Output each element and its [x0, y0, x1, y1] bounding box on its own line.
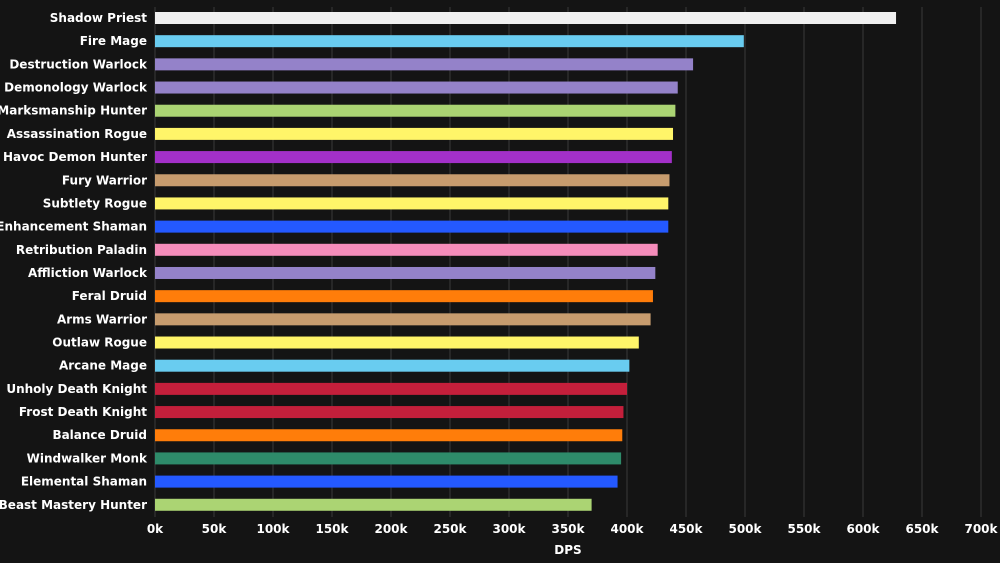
category-label: Fire Mage [80, 34, 147, 48]
x-tick-label: 350k [551, 522, 585, 536]
x-tick-labels: 0k 50k 100k 150k 200k 250k 300k 350k 400k 450k 500… [147, 522, 999, 536]
x-tick-label: 200k [374, 522, 408, 536]
bar[interactable] [155, 81, 678, 94]
category-label: Affliction Warlock [28, 266, 148, 280]
bar[interactable] [155, 313, 651, 326]
x-tick-label: 50k [202, 522, 228, 536]
bar[interactable] [155, 359, 630, 372]
category-label: Shadow Priest [50, 11, 147, 25]
bar[interactable] [155, 220, 669, 233]
bar[interactable] [155, 151, 672, 164]
category-label: Feral Druid [72, 289, 147, 303]
x-tick-label: 700k [964, 522, 998, 536]
category-label: Unholy Death Knight [6, 382, 147, 396]
category-label: Demonology Warlock [4, 81, 148, 95]
bar[interactable] [155, 197, 669, 210]
bar[interactable] [155, 104, 676, 117]
category-label: Outlaw Rogue [52, 336, 147, 350]
bar[interactable] [155, 58, 694, 71]
x-tick-label: 250k [433, 522, 467, 536]
category-label: Subtlety Rogue [43, 196, 147, 210]
category-label: Arms Warrior [57, 312, 147, 326]
category-label: Windwalker Monk [27, 451, 148, 465]
x-tick-label: 600k [846, 522, 880, 536]
bar[interactable] [155, 127, 674, 140]
category-label: Marksmanship Hunter [0, 104, 147, 118]
x-tick-label: 0k [147, 522, 164, 536]
bar[interactable] [155, 336, 639, 349]
x-tick-label: 650k [905, 522, 939, 536]
bar[interactable] [155, 452, 622, 465]
bar[interactable] [155, 429, 623, 442]
category-label: Havoc Demon Hunter [3, 150, 147, 164]
category-labels: Shadow Priest Fire Mage Destruction Warloc… [0, 11, 148, 512]
category-label: Arcane Mage [59, 359, 147, 373]
bar[interactable] [155, 174, 670, 187]
category-label: Assassination Rogue [7, 127, 147, 141]
bar[interactable] [155, 290, 653, 303]
x-tick-label: 500k [728, 522, 762, 536]
bar[interactable] [155, 475, 618, 488]
bars [155, 12, 897, 511]
bar[interactable] [155, 12, 897, 24]
bar[interactable] [155, 266, 656, 279]
x-tick-label: 550k [787, 522, 821, 536]
category-label: Elemental Shaman [21, 475, 147, 489]
bar[interactable] [155, 406, 624, 419]
x-axis-title: DPS [554, 543, 581, 557]
category-label: Balance Druid [52, 428, 147, 442]
x-tick-label: 400k [610, 522, 644, 536]
bar[interactable] [155, 498, 592, 511]
category-label: Frost Death Knight [19, 405, 147, 419]
category-label: Beast Mastery Hunter [0, 498, 147, 512]
bar[interactable] [155, 243, 658, 256]
category-label: Enhancement Shaman [0, 220, 147, 234]
category-label: Fury Warrior [62, 173, 147, 187]
category-label: Retribution Paladin [16, 243, 147, 257]
bar[interactable] [155, 35, 744, 48]
category-label: Destruction Warlock [9, 57, 148, 71]
x-tick-label: 450k [669, 522, 703, 536]
x-tick-label: 100k [256, 522, 290, 536]
x-tick-label: 300k [492, 522, 526, 536]
x-tick-label: 150k [315, 522, 349, 536]
bar[interactable] [155, 382, 627, 395]
